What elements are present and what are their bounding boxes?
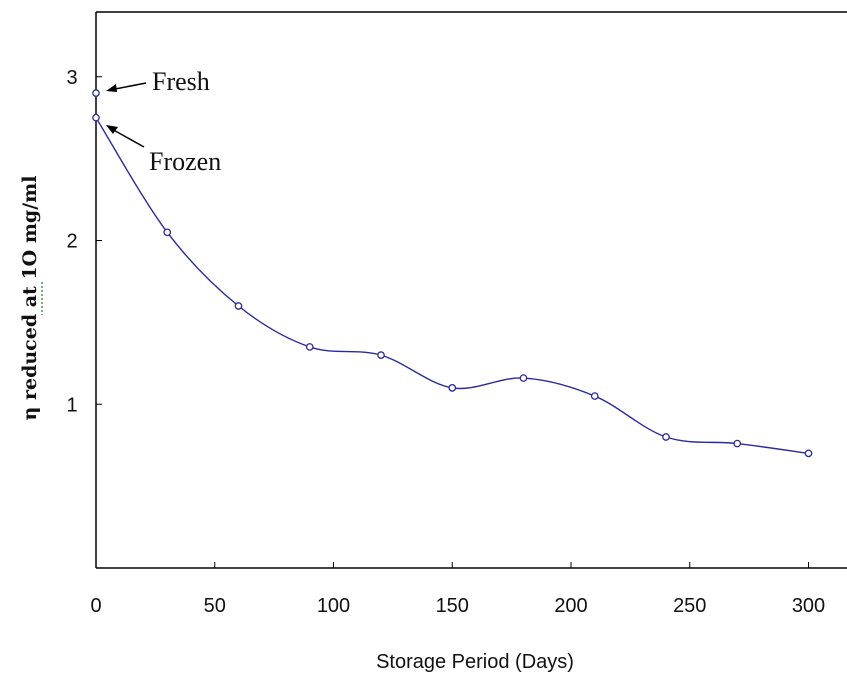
- data-point: [733, 439, 742, 448]
- y-tick-label: 2: [66, 231, 77, 253]
- data-point: [377, 351, 385, 359]
- data-point: [448, 384, 457, 392]
- x-tick-label: 50: [204, 595, 226, 617]
- data-point: [305, 343, 314, 351]
- point-group: [92, 89, 813, 458]
- arrow-fresh-head: [106, 84, 117, 92]
- x-axis-title: Storage Period (Days): [376, 651, 574, 673]
- arrow-frozen: [109, 127, 145, 148]
- x-tick-label: 0: [90, 595, 101, 617]
- annotation-fresh-group: Fresh: [106, 67, 210, 96]
- annotation-frozen: Frozen: [149, 147, 221, 176]
- y-tick-group: 1 2 3: [66, 67, 102, 416]
- data-point: [804, 449, 813, 458]
- data-point: [590, 392, 599, 400]
- x-tick-label: 300: [792, 595, 825, 617]
- annotation-frozen-group: Frozen: [106, 125, 221, 176]
- annotation-fresh: Fresh: [152, 67, 210, 96]
- x-tick-label: 200: [554, 595, 587, 617]
- y-axis-title: η reduced at 1O mg/ml: [19, 176, 41, 421]
- arrow-frozen-head: [106, 125, 118, 134]
- data-point: [662, 433, 670, 441]
- y-tick-label: 1: [66, 394, 77, 416]
- y-tick-label: 3: [66, 67, 77, 89]
- x-tick-label: 150: [436, 595, 469, 617]
- series-line: [95, 117, 809, 455]
- data-point: [92, 113, 100, 122]
- x-tick-group: 0 50 100 150 200 250 300: [90, 562, 825, 617]
- x-tick-label: 250: [673, 595, 706, 617]
- data-point: [519, 374, 528, 382]
- plot-frame-group: [95, 11, 847, 569]
- x-tick-label: 100: [317, 595, 350, 617]
- data-point: [163, 228, 172, 237]
- data-point: [234, 302, 243, 310]
- fresh-data-point: [92, 89, 100, 97]
